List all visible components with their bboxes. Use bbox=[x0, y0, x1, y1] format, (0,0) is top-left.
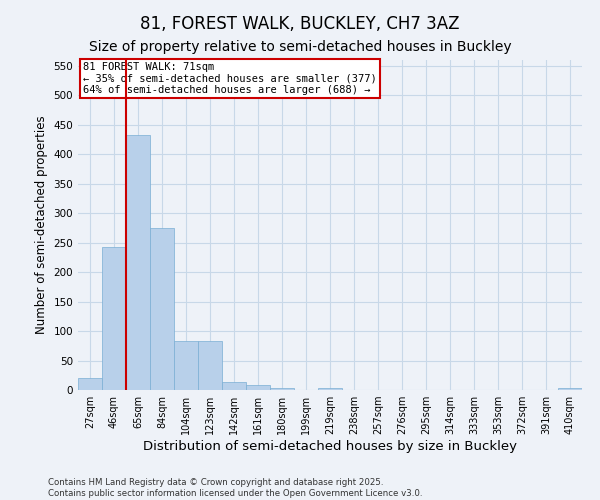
Bar bbox=[102, 247, 126, 390]
Bar bbox=[174, 341, 198, 390]
Text: 81, FOREST WALK, BUCKLEY, CH7 3AZ: 81, FOREST WALK, BUCKLEY, CH7 3AZ bbox=[140, 15, 460, 33]
Bar bbox=[558, 388, 582, 390]
Bar bbox=[318, 388, 342, 390]
X-axis label: Distribution of semi-detached houses by size in Buckley: Distribution of semi-detached houses by … bbox=[143, 440, 517, 453]
Bar bbox=[246, 386, 270, 390]
Bar bbox=[270, 388, 294, 390]
Y-axis label: Number of semi-detached properties: Number of semi-detached properties bbox=[35, 116, 48, 334]
Bar bbox=[222, 382, 246, 390]
Bar bbox=[126, 135, 150, 390]
Bar bbox=[78, 378, 102, 390]
Text: Size of property relative to semi-detached houses in Buckley: Size of property relative to semi-detach… bbox=[89, 40, 511, 54]
Bar bbox=[150, 228, 174, 390]
Text: Contains HM Land Registry data © Crown copyright and database right 2025.
Contai: Contains HM Land Registry data © Crown c… bbox=[48, 478, 422, 498]
Text: 81 FOREST WALK: 71sqm
← 35% of semi-detached houses are smaller (377)
64% of sem: 81 FOREST WALK: 71sqm ← 35% of semi-deta… bbox=[83, 62, 377, 95]
Bar bbox=[198, 341, 222, 390]
